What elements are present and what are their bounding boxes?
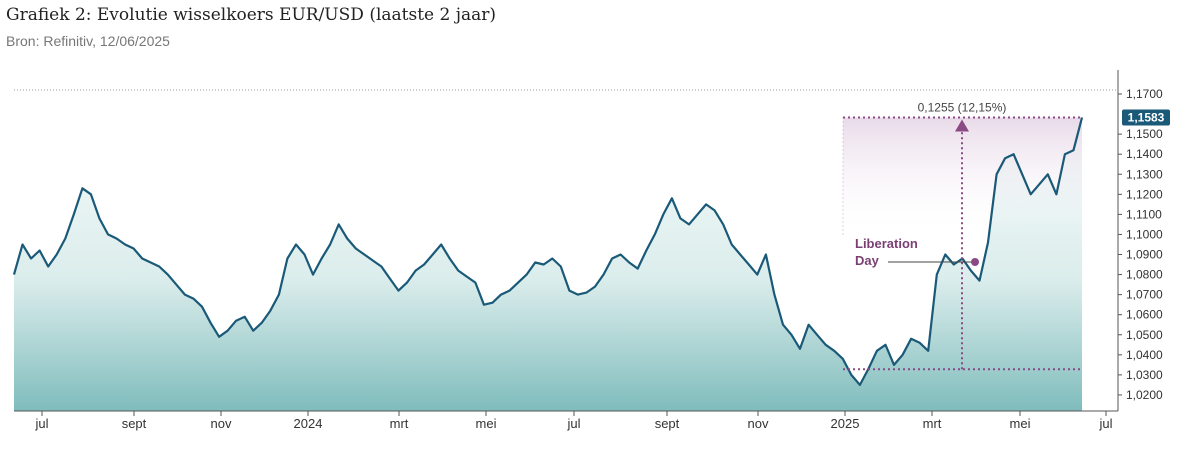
series-line [12,117,1084,386]
chart-title: Grafiek 2: Evolutie wisselkoers EUR/USD … [6,5,497,25]
annotation-layer: 0,1255 (12,15%) Liberation Day 1,1583 [842,100,1170,371]
plot-layer [12,117,1084,411]
event-label-line1: Liberation [855,236,918,251]
y-tick-label: 1,1300 [1126,167,1163,181]
x-tick-label: 2025 [831,416,860,431]
x-tick-label: mrt [390,416,409,431]
x-tick-label: jul [1098,416,1112,431]
x-tick-label: sept [655,416,680,431]
x-tick-label: sept [122,416,147,431]
y-tick-label: 1,0400 [1126,348,1163,362]
axis-layer: 1,0200 1,0300 1,0400 1,0500 1,0600 1,0700 1,08… [14,70,1163,431]
x-tick-label: jul [566,416,580,431]
area-fill [14,117,1082,411]
x-tick-label: 2024 [294,416,323,431]
x-tick-label: mrt [923,416,942,431]
y-tick-label: 1,1500 [1126,127,1163,141]
y-tick-label: 1,0500 [1126,328,1163,342]
last-value-badge [1122,109,1170,126]
x-tick-label: nov [211,416,232,431]
y-tick-label: 1,0600 [1126,308,1163,322]
change-arrow-head [955,119,969,132]
x-tick-label: mei [476,416,497,431]
y-tick-label: 1,0700 [1126,288,1163,302]
x-tick-label: jul [34,416,48,431]
x-tick-label: nov [748,416,769,431]
y-tick-label: 1,0300 [1126,368,1163,382]
y-tick-label: 1,1700 [1126,87,1163,101]
y-tick-label: 1,0800 [1126,268,1163,282]
chart-subtitle: Bron: Refinitiv, 12/06/2025 [6,33,170,49]
y-tick-label: 1,1000 [1126,227,1163,241]
y-tick-label: 1,0900 [1126,248,1163,262]
event-label-line2: Day [855,253,880,268]
last-value-label: 1,1583 [1128,110,1165,124]
y-tick-label: 1,1400 [1126,147,1163,161]
y-tick-label: 1,1100 [1126,207,1162,221]
x-tick-label: mei [1010,416,1031,431]
y-tick-label: 1,1200 [1126,187,1163,201]
change-label: 0,1255 (12,15%) [918,100,1007,114]
event-marker [971,258,979,266]
y-tick-label: 1,0200 [1126,388,1163,402]
